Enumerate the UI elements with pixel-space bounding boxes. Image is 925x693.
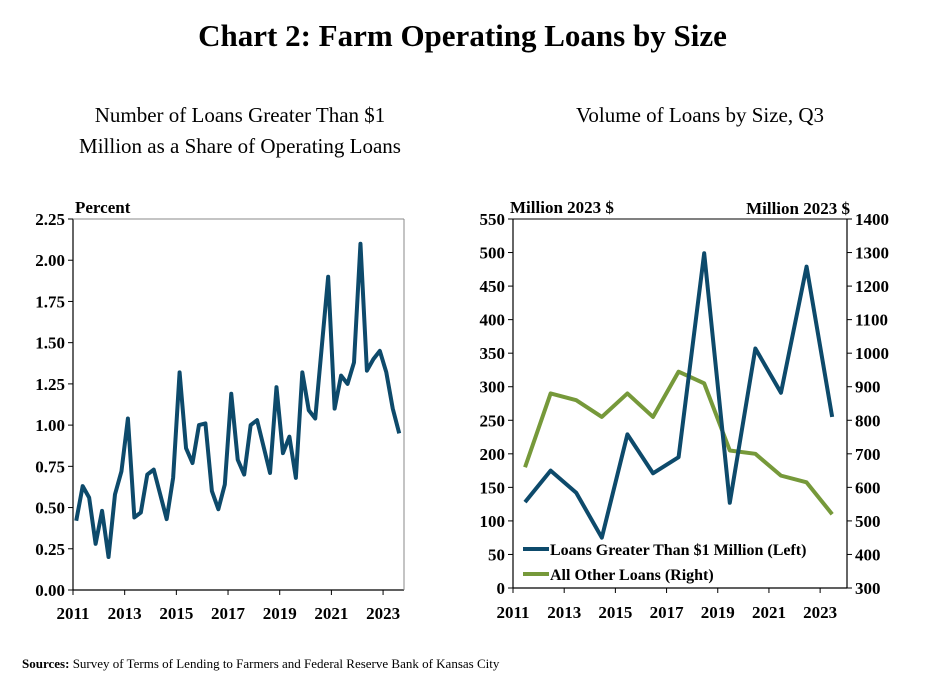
right-y-tick-label: 1300 — [855, 244, 889, 263]
left-chart-title-line-2: Million as a Share of Operating Loans — [79, 134, 401, 158]
x-tick-label: 2011 — [496, 603, 529, 622]
y-tick-label: 1.50 — [35, 334, 65, 353]
right-y-axis-label: Million 2023 $ — [746, 199, 850, 218]
sources-label: Sources: — [22, 656, 70, 671]
left-y-tick-label: 450 — [480, 277, 506, 296]
x-tick-label: 2019 — [701, 603, 735, 622]
x-tick-label: 2015 — [159, 604, 193, 623]
share-line — [74, 241, 402, 560]
y-tick-label: 1.25 — [35, 375, 65, 394]
left-y-tick-label: 500 — [480, 244, 506, 263]
left-chart-title: Number of Loans Greater Than $1 Million … — [30, 100, 450, 162]
left-y-tick-label: 350 — [480, 344, 506, 363]
left-y-tick-label: 250 — [480, 411, 506, 430]
x-tick-label: 2015 — [598, 603, 632, 622]
left-y-tick-label: 0 — [497, 579, 506, 598]
right-y-tick-label: 800 — [855, 411, 881, 430]
x-tick-label: 2023 — [803, 603, 837, 622]
legend-label: All Other Loans (Right) — [550, 567, 714, 584]
y-tick-label: 0.75 — [35, 457, 65, 476]
y-axis-label: Percent — [75, 198, 131, 217]
x-tick-label: 2013 — [108, 604, 142, 623]
y-tick-label: 0.50 — [35, 499, 65, 518]
right-y-tick-label: 1000 — [855, 344, 889, 363]
left-y-tick-label: 50 — [488, 545, 505, 564]
y-tick-label: 0.25 — [35, 540, 65, 559]
right-y-tick-label: 700 — [855, 445, 881, 464]
x-tick-label: 2019 — [263, 604, 297, 623]
right-y-tick-label: 300 — [855, 579, 881, 598]
x-tick-label: 2023 — [366, 604, 400, 623]
large-loans-line — [523, 251, 835, 540]
x-tick-label: 2021 — [752, 603, 786, 622]
x-tick-label: 2011 — [56, 604, 89, 623]
left-chart-title-line-1: Number of Loans Greater Than $1 — [94, 103, 386, 127]
y-tick-label: 0.00 — [35, 581, 65, 600]
right-y-tick-label: 500 — [855, 512, 881, 531]
x-tick-label: 2017 — [211, 604, 246, 623]
sources-text: Survey of Terms of Lending to Farmers an… — [72, 656, 500, 671]
left-y-tick-label: 200 — [480, 445, 506, 464]
left-y-tick-label: 150 — [480, 478, 506, 497]
x-tick-label: 2013 — [547, 603, 581, 622]
right-y-tick-label: 1400 — [855, 210, 889, 229]
right-y-tick-label: 400 — [855, 545, 881, 564]
left-y-tick-label: 400 — [480, 311, 506, 330]
left-y-axis-label: Million 2023 $ — [510, 198, 614, 217]
left-y-tick-label: 550 — [480, 210, 506, 229]
legend-label: Loans Greater Than $1 Million (Left) — [550, 542, 806, 559]
chart-title: Chart 2: Farm Operating Loans by Size — [198, 18, 727, 53]
y-tick-label: 1.00 — [35, 416, 65, 435]
right-y-tick-label: 1200 — [855, 277, 889, 296]
left-y-tick-label: 300 — [480, 378, 506, 397]
y-tick-label: 1.75 — [35, 292, 65, 311]
y-tick-label: 2.00 — [35, 251, 65, 270]
right-y-tick-label: 1100 — [855, 311, 888, 330]
right-chart-title: Volume of Loans by Size, Q3 — [575, 103, 825, 127]
sources-note: Sources: Survey of Terms of Lending to F… — [22, 656, 499, 672]
right-y-tick-label: 600 — [855, 478, 881, 497]
x-tick-label: 2021 — [314, 604, 348, 623]
right-y-tick-label: 900 — [855, 378, 881, 397]
y-tick-label: 2.25 — [35, 210, 65, 229]
left-y-tick-label: 100 — [480, 512, 506, 531]
x-tick-label: 2017 — [650, 603, 685, 622]
